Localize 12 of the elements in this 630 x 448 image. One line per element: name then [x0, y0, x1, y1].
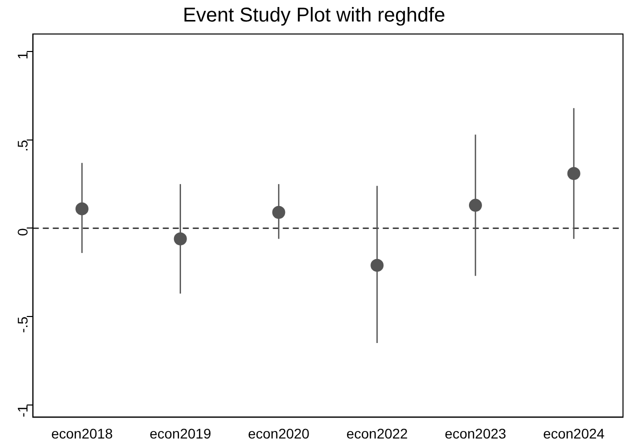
y-tick-label: .5 — [14, 140, 31, 152]
chart-title: Event Study Plot with reghdfe — [182, 4, 446, 27]
x-tick-label: econ2022 — [346, 425, 408, 442]
y-tick-label: 1 — [14, 51, 31, 60]
y-tick-label: -1 — [14, 404, 31, 418]
x-tick-label: econ2018 — [51, 425, 113, 442]
y-tick-label: -.5 — [14, 316, 31, 333]
x-tick-label: econ2020 — [248, 425, 310, 442]
x-tick-label: econ2024 — [543, 425, 605, 442]
x-tick-label: econ2019 — [150, 425, 212, 442]
y-tick-label: 0 — [14, 228, 31, 236]
x-tick-label: econ2023 — [444, 425, 506, 442]
